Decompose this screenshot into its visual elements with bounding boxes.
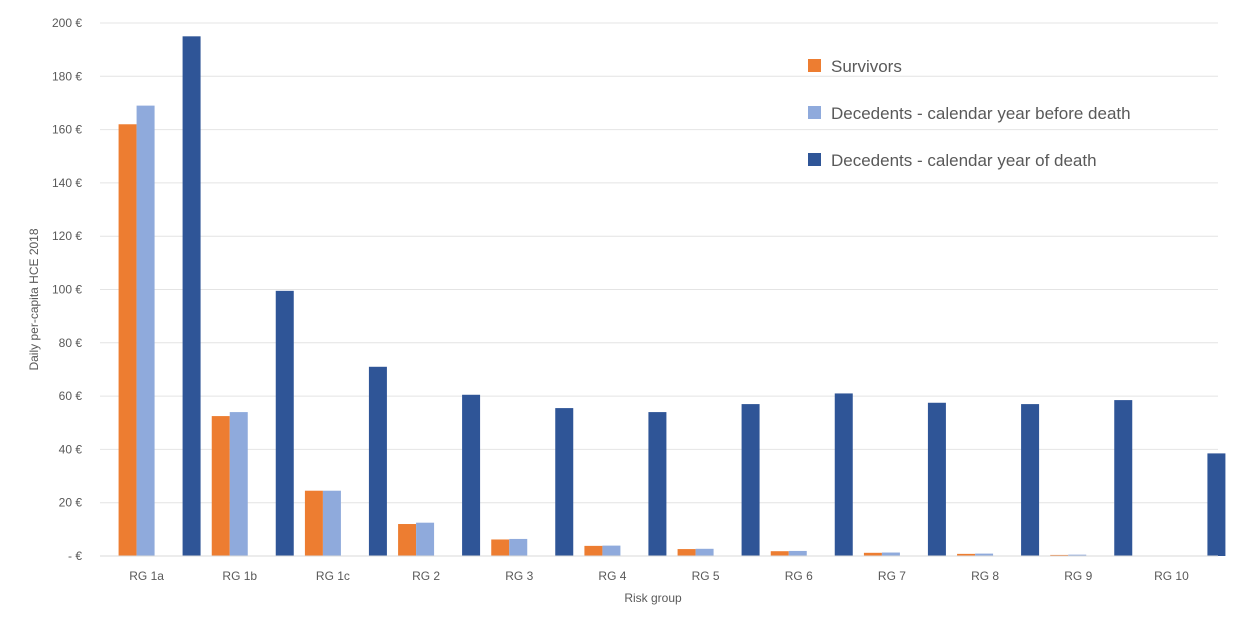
legend-swatch bbox=[808, 59, 821, 72]
legend-label: Survivors bbox=[831, 57, 902, 76]
bar-decedents-year-before bbox=[229, 412, 248, 556]
bar-decedents-year-of-death bbox=[1114, 400, 1133, 556]
bar-decedents-year-of-death bbox=[275, 290, 294, 556]
bar-decedents-year-before bbox=[416, 522, 435, 556]
bar-decedents-year-before bbox=[975, 553, 994, 556]
x-tick-label: RG 8 bbox=[971, 569, 999, 583]
legend-label: Decedents - calendar year before death bbox=[831, 104, 1131, 123]
bar-decedents-year-of-death bbox=[182, 36, 201, 556]
bar-decedents-year-before bbox=[136, 105, 155, 557]
x-tick-label: RG 1b bbox=[222, 569, 257, 583]
y-tick-label: 120 € bbox=[52, 229, 82, 243]
bar-survivors bbox=[584, 545, 603, 556]
y-axis-tick-labels: - € 20 € 40 € 60 € 80 € 100 € 120 € 140 € 160 € 1… bbox=[52, 16, 82, 563]
y-tick-label: 80 € bbox=[59, 336, 83, 350]
bar-decedents-year-before bbox=[602, 545, 621, 556]
bar-survivors bbox=[211, 416, 230, 556]
y-tick-label: - € bbox=[68, 549, 82, 563]
y-tick-label: 100 € bbox=[52, 283, 82, 297]
y-tick-label: 160 € bbox=[52, 123, 82, 137]
x-axis-title: Risk group bbox=[624, 591, 682, 605]
x-tick-label: RG 4 bbox=[598, 569, 626, 583]
bar-survivors bbox=[398, 524, 417, 556]
y-tick-label: 40 € bbox=[59, 442, 83, 456]
x-tick-label: RG 10 bbox=[1154, 569, 1189, 583]
bar-survivors bbox=[304, 490, 323, 556]
bar-decedents-year-before bbox=[1068, 554, 1087, 556]
x-axis-tick-labels: RG 1a RG 1b RG 1c RG 2 RG 3 RG 4 RG 5 RG 6 RG 7 R… bbox=[129, 569, 1189, 583]
bar-decedents-year-of-death bbox=[648, 412, 667, 556]
y-tick-label: 140 € bbox=[52, 176, 82, 190]
x-tick-label: RG 5 bbox=[692, 569, 720, 583]
bar-decedents-year-before bbox=[695, 548, 714, 556]
bar-decedents-year-of-death bbox=[462, 394, 481, 556]
bar-decedents-year-of-death bbox=[1207, 453, 1226, 556]
bar-decedents-year-of-death bbox=[741, 404, 760, 556]
x-tick-label: RG 1c bbox=[316, 569, 350, 583]
x-tick-label: RG 2 bbox=[412, 569, 440, 583]
bar-decedents-year-of-death bbox=[555, 408, 574, 556]
legend-label: Decedents - calendar year of death bbox=[831, 151, 1097, 170]
bar-survivors bbox=[957, 553, 976, 556]
bar-decedents-year-before bbox=[788, 550, 807, 556]
bar-decedents-year-before bbox=[881, 552, 900, 556]
bar-survivors bbox=[118, 124, 137, 557]
bar-decedents-year-before bbox=[322, 490, 341, 556]
bars bbox=[118, 36, 1226, 557]
y-tick-label: 60 € bbox=[59, 389, 83, 403]
bar-survivors bbox=[863, 552, 882, 556]
bar-decedents-year-before bbox=[509, 538, 528, 556]
x-tick-label: RG 7 bbox=[878, 569, 906, 583]
bar-decedents-year-of-death bbox=[368, 366, 387, 556]
legend: Survivors Decedents - calendar year befor… bbox=[808, 57, 1131, 170]
legend-swatch bbox=[808, 153, 821, 166]
y-tick-label: 20 € bbox=[59, 496, 83, 510]
y-tick-label: 180 € bbox=[52, 69, 82, 83]
legend-swatch bbox=[808, 106, 821, 119]
x-tick-label: RG 6 bbox=[785, 569, 813, 583]
x-tick-label: RG 9 bbox=[1064, 569, 1092, 583]
x-tick-label: RG 3 bbox=[505, 569, 533, 583]
bar-decedents-year-of-death bbox=[1021, 404, 1040, 556]
bar-decedents-year-of-death bbox=[927, 402, 946, 556]
bar-decedents-year-of-death bbox=[834, 393, 853, 556]
y-tick-label: 200 € bbox=[52, 16, 82, 30]
bar-survivors bbox=[1050, 554, 1069, 556]
x-tick-label: RG 1a bbox=[129, 569, 164, 583]
y-axis-title: Daily per-capita HCE 2018 bbox=[27, 228, 41, 370]
bar-survivors bbox=[677, 549, 696, 556]
bar-survivors bbox=[770, 551, 789, 556]
bar-survivors bbox=[491, 539, 510, 556]
